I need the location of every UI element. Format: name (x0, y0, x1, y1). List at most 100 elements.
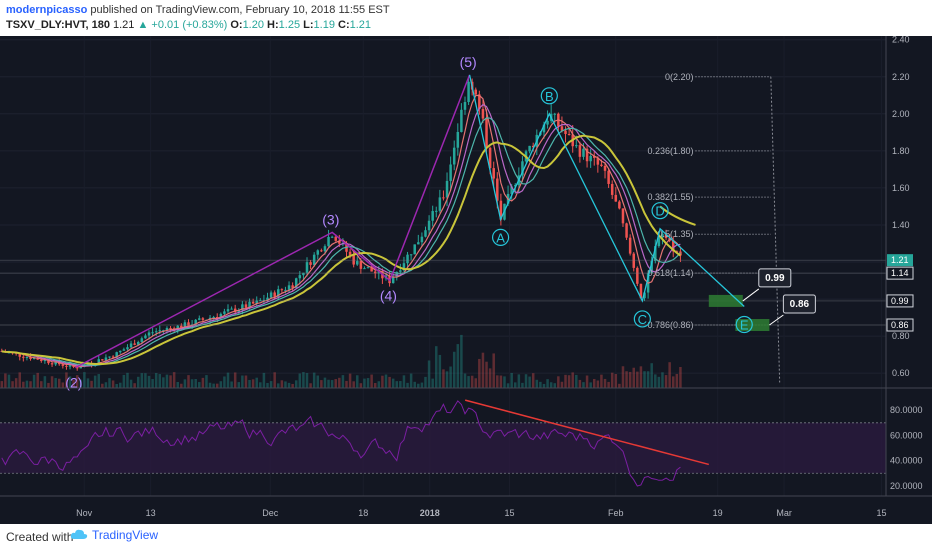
volume-bar (18, 372, 22, 388)
rsi-tick-label: 20.0000 (890, 481, 923, 491)
volume-bar (126, 372, 129, 388)
volume-bar (255, 377, 258, 388)
brand-label: TradingView (92, 528, 159, 542)
candle-body (316, 250, 320, 255)
volume-bar (280, 380, 284, 388)
volume-bar (456, 344, 460, 388)
volume-bar (592, 378, 596, 388)
volume-bar (517, 374, 521, 388)
moving-average-extension (659, 205, 696, 226)
volume-bar (341, 375, 345, 388)
candle-body (158, 330, 162, 332)
volume-bar (90, 380, 93, 388)
candle-body (320, 250, 323, 252)
target-pointer (769, 314, 784, 326)
volume-bar (352, 381, 355, 388)
volume-bar (650, 363, 653, 388)
volume-bar (567, 375, 571, 388)
volume-bar (510, 372, 513, 388)
candle-body (395, 271, 399, 278)
symbol-name: TSXV_DLY:HVT, 180 (6, 19, 110, 31)
moving-average-line (1, 134, 681, 365)
candle-body (427, 220, 431, 231)
volume-bar (610, 372, 614, 388)
volume-bar (36, 372, 39, 388)
price-change: ▲ +0.01 (+0.83%) (137, 19, 228, 31)
high-value: 1.25 (278, 19, 301, 31)
volume-bar (97, 374, 100, 388)
volume-bar (273, 372, 276, 388)
author-link[interactable]: modernpicasso (6, 4, 88, 16)
volume-bar (11, 381, 14, 388)
candle-body (255, 300, 258, 304)
volume-bar (503, 376, 506, 388)
volume-bar (363, 378, 366, 388)
volume-bar (251, 379, 255, 388)
corrective-wave-label: B (545, 89, 554, 104)
rsi-tick-label: 40.0000 (890, 456, 923, 466)
candle-body (251, 301, 255, 304)
volume-bar (474, 378, 478, 388)
volume-bar (373, 382, 377, 388)
candle-body (474, 89, 478, 95)
volume-bar (402, 375, 406, 388)
candle-body (582, 148, 585, 157)
y-tick-label: 0.80 (892, 331, 910, 341)
volume-bar (345, 380, 348, 388)
volume-bar (646, 371, 650, 388)
candle-body (241, 304, 244, 311)
volume-bar (208, 382, 212, 388)
candle-body (219, 313, 223, 318)
volume-bar (664, 375, 668, 388)
candle-body (154, 331, 158, 333)
volume-bar (29, 381, 32, 388)
candle-body (104, 357, 108, 361)
volume-bar (377, 381, 381, 388)
volume-bar (334, 379, 337, 388)
volume-bar (133, 383, 136, 388)
volume-bar (521, 382, 524, 388)
price-label-box (886, 266, 914, 280)
candle-body (169, 328, 172, 330)
candle-body (424, 230, 427, 237)
x-tick-label: Nov (76, 508, 93, 518)
target-callout (758, 268, 792, 288)
candle-body (406, 254, 409, 264)
volume-bar (25, 380, 29, 388)
volume-bar (111, 380, 115, 388)
volume-bar (323, 377, 327, 388)
target-callout-text: 0.99 (765, 273, 785, 284)
volume-bar (359, 383, 363, 388)
volume-bar (43, 376, 47, 388)
volume-bar (424, 376, 427, 388)
tradingview-brand[interactable]: TradingView (70, 528, 158, 542)
volume-bar (435, 346, 438, 388)
candle-body (18, 353, 22, 357)
candle-body (603, 165, 607, 171)
volume-bar (607, 381, 610, 388)
candle-body (262, 300, 266, 302)
candle-body (327, 236, 330, 247)
volume-bar (151, 379, 154, 388)
candle-body (650, 260, 653, 274)
volume-bar (654, 374, 657, 388)
candle-body (248, 301, 251, 308)
candle-body (162, 330, 165, 332)
candle-body (280, 289, 284, 291)
volume-bar (266, 382, 269, 388)
volume-bar (571, 372, 574, 388)
candle-body (108, 356, 111, 358)
volume-bar (7, 374, 11, 388)
volume-bar (86, 378, 90, 388)
volume-bar (557, 376, 560, 388)
candle-body (50, 363, 54, 365)
impulse-wave-label: (5) (460, 54, 477, 70)
volume-bar (449, 366, 452, 388)
volume-bar (675, 373, 679, 388)
impulse-wave-label: (2) (65, 375, 82, 391)
candle-body (147, 332, 151, 336)
candle-body (129, 343, 133, 348)
price-chart[interactable]: 0(2.20) 0.236(1.80) 0.382(1.55) 0.5(1.35) 0.… (0, 36, 932, 524)
x-tick-label: Dec (262, 508, 279, 518)
volume-bar (470, 375, 474, 388)
